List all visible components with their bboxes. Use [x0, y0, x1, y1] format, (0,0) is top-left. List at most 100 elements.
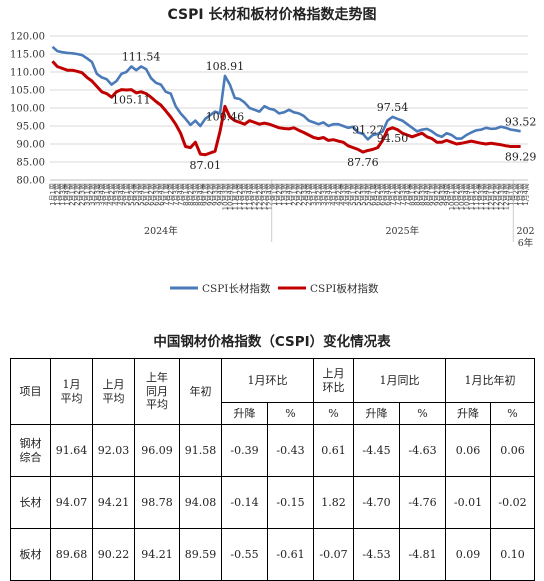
x-tick-label: 6月2周 [374, 183, 382, 206]
x-tick-label: 11月4周 [483, 183, 491, 210]
header-item: 项目 [10, 358, 51, 425]
cell: 98.78 [134, 476, 180, 529]
y-axis-ticks: 120.00 115.00 110.00 105.00 100.00 95.00 90.00… [10, 32, 45, 187]
cell: -4.70 [353, 476, 400, 529]
data-label: 94.50 [377, 132, 409, 145]
cell: 90.22 [92, 528, 135, 581]
x-tick-label: 1月4周 [522, 183, 530, 206]
cell: -0.61 [267, 528, 314, 581]
cell: -4.53 [353, 528, 400, 581]
x-tick-label: 8月2周 [187, 183, 195, 206]
x-tick-label: 11月1周 [231, 183, 239, 210]
x-tick-label: 6月3周 [152, 183, 160, 206]
x-tick-label: 12月3周 [497, 183, 505, 210]
y-tick-label: 105.00 [10, 86, 45, 97]
x-tick-label: 2月2周 [74, 183, 82, 206]
cell: 0.09 [445, 528, 491, 581]
table-subheader-row: 升降 % % 升降 % 升降 % [11, 402, 535, 425]
cell: 89.68 [50, 528, 93, 581]
cell: 96.09 [134, 424, 180, 477]
x-tick-label: 9月2周 [433, 183, 441, 206]
y-tick-label: 110.00 [10, 68, 45, 79]
year-label: 2025年 [385, 225, 419, 237]
row-label: 长材 [10, 476, 51, 529]
cell: 0.10 [490, 528, 535, 581]
x-tick-label: 1月2周 [54, 183, 62, 206]
x-tick-label: 6月4周 [157, 183, 165, 206]
cell: 89.59 [179, 528, 222, 581]
x-tick-label: 3月1周 [310, 183, 318, 206]
x-tick-label: 10月4周 [226, 183, 234, 210]
x-tick-label: 12月4周 [502, 183, 510, 210]
y-tick-label: 80.00 [16, 176, 45, 187]
cell: -0.01 [445, 476, 491, 529]
subheader-pct: % [313, 402, 354, 425]
x-tick-label: 10月2周 [453, 183, 461, 210]
x-tick-label: 5月2周 [128, 183, 136, 206]
cell: 0.06 [490, 424, 535, 477]
cell: 94.07 [50, 476, 93, 529]
x-tick-label: 4月1周 [330, 183, 338, 206]
table-row-steel-composite: 钢材 综合 91.64 92.03 96.09 91.58 -0.39 -0.43… [10, 424, 535, 477]
series-lines [51, 45, 521, 157]
data-label: 97.54 [377, 101, 409, 114]
x-tick-label: 4月4周 [118, 183, 126, 206]
chart-title: CSPI 长材和板材价格指数走势图 [167, 7, 377, 23]
x-tick-label: 2月1周 [290, 183, 298, 206]
cell: 91.58 [179, 424, 222, 477]
x-tick-label: 5月4周 [138, 183, 146, 206]
header-prev-mom: 上月 环比 [313, 358, 354, 403]
x-tick-label: 1月2周 [276, 183, 284, 206]
y-tick-label: 95.00 [16, 122, 45, 133]
subheader-change: 升降 [353, 402, 400, 425]
x-tick-label: 4月1周 [103, 183, 111, 206]
x-tick-label: 7月3周 [399, 183, 407, 206]
cell: 0.06 [445, 424, 491, 477]
y-tick-label: 85.00 [16, 158, 45, 169]
header-jan-yoy: 1月同比 [353, 358, 446, 403]
x-tick-label: 9月3周 [438, 183, 446, 206]
subheader-change: 升降 [445, 402, 491, 425]
x-tick-label: 2月3周 [79, 183, 87, 206]
year-label: 6年 [518, 237, 534, 249]
x-tick-label: 5月1周 [350, 183, 358, 206]
x-tick-label: 1月4周 [286, 183, 294, 206]
y-tick-label: 90.00 [16, 140, 45, 151]
x-tick-label: 9月1周 [202, 183, 210, 206]
x-tick-label: 10月1周 [448, 183, 456, 210]
data-label: 93.52 [505, 115, 537, 128]
cell: 1.82 [313, 476, 354, 529]
x-tick-label: 12月2周 [492, 183, 500, 210]
x-tick-label: 6月1周 [369, 183, 377, 206]
header-jan-avg: 1月 平均 [50, 358, 93, 425]
x-tick-label: 3月2周 [88, 183, 96, 206]
legend-label-long: CSPI长材指数 [202, 282, 271, 295]
price-index-line-chart: 120.00 115.00 110.00 105.00 100.00 95.00 90.00… [10, 32, 537, 296]
x-tick-label: 9月4周 [217, 183, 225, 206]
x-tick-label: 8月3周 [419, 183, 427, 206]
x-tick-label: 7月4周 [404, 183, 412, 206]
cell: 94.21 [92, 476, 135, 529]
x-tick-label: 2月4周 [305, 183, 313, 206]
y-tick-label: 120.00 [10, 32, 45, 43]
cell: -0.02 [490, 476, 535, 529]
x-tick-label: 12月3周 [261, 183, 269, 210]
cell: -0.55 [221, 528, 268, 581]
x-tick-label: 4月2周 [335, 183, 343, 206]
series-line-flat [51, 60, 521, 157]
data-label: 111.54 [122, 50, 161, 63]
x-tick-label: 7月3周 [172, 183, 180, 206]
cell: -0.07 [313, 528, 354, 581]
x-tick-label: 8月4周 [423, 183, 431, 206]
x-tick-label: 3月3周 [93, 183, 101, 206]
x-tick-label: 10月3周 [458, 183, 466, 210]
cell: 0.61 [313, 424, 354, 477]
x-tick-label: 5月2周 [354, 183, 362, 206]
data-label: 105.11 [112, 94, 151, 107]
legend-label-flat: CSPI板材指数 [310, 282, 379, 295]
x-tick-label: 11月1周 [468, 183, 476, 210]
y-tick-label: 100.00 [10, 104, 45, 115]
header-last-year-avg: 上年 同月 平均 [134, 358, 180, 425]
series-line-long [51, 45, 521, 141]
x-tick-label: 1月3周 [281, 183, 289, 206]
